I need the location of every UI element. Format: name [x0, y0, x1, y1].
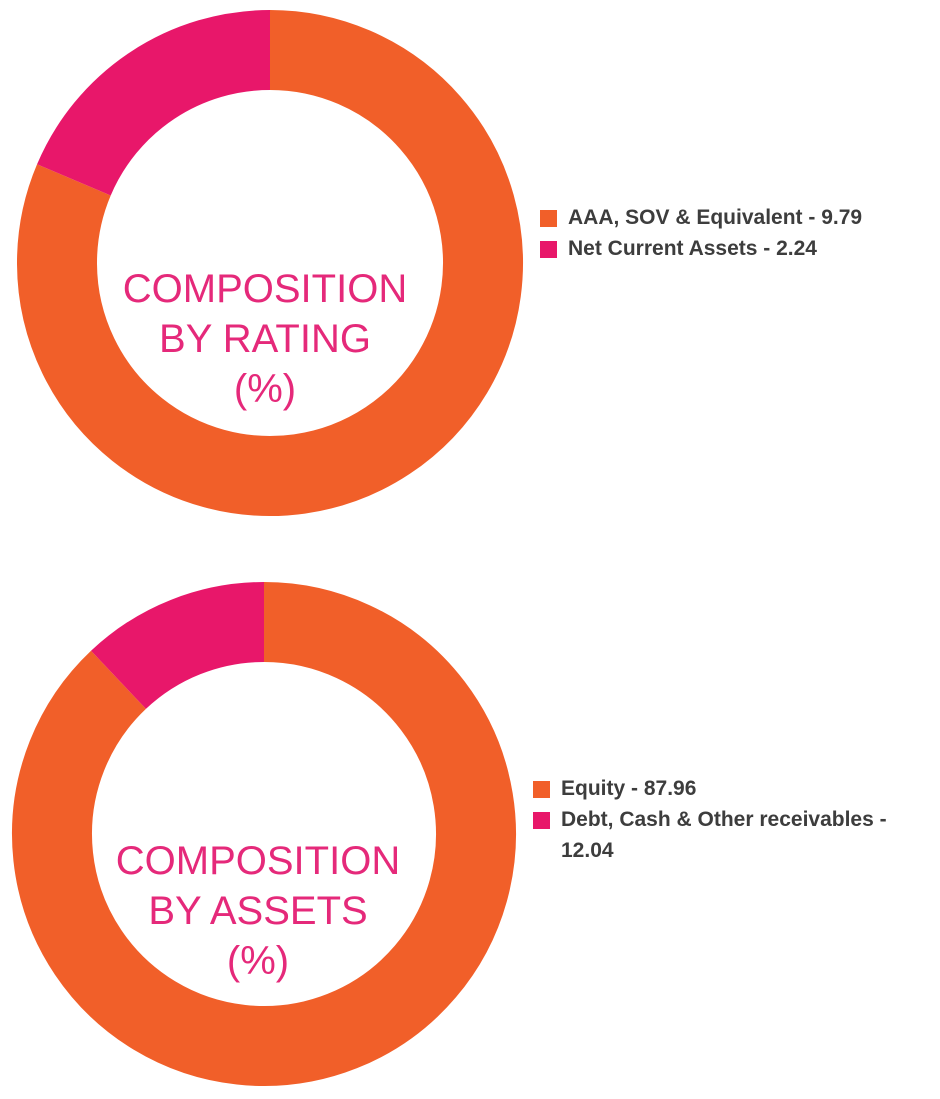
donut-slice-aaa-sov-equivalent [17, 10, 523, 516]
legend-swatch-orange [540, 210, 557, 227]
assets-title-line-2: BY ASSETS [148, 889, 368, 933]
legend-item-equity: Equity - 87.96 [533, 773, 933, 804]
assets-composition-chart: COMPOSITION BY ASSETS (%) Equity - 87.96… [0, 560, 940, 1099]
rating-title-line-1: COMPOSITION [122, 267, 408, 311]
legend-label: Net Current Assets - 2.24 [568, 237, 817, 260]
legend-item-debt-cash: Debt, Cash & Other receivables - 12.04 [533, 804, 933, 866]
legend-item-aaa-sov: AAA, SOV & Equivalent - 9.79 [540, 202, 880, 233]
assets-title-line-1: COMPOSITION [115, 839, 401, 883]
donut-slice-net-current-assets [37, 10, 271, 197]
assets-donut [12, 582, 516, 1086]
rating-composition-chart: COMPOSITION BY RATING (%) AAA, SOV & Equ… [0, 0, 940, 540]
legend-swatch-orange [533, 781, 550, 798]
legend-swatch-pink [540, 241, 557, 258]
donut-slice-equity [12, 582, 516, 1086]
rating-donut [17, 10, 523, 516]
rating-center-title: COMPOSITION BY RATING (%) [95, 264, 435, 414]
legend-label: Equity - 87.96 [561, 777, 697, 800]
rating-legend: AAA, SOV & Equivalent - 9.79 Net Current… [540, 202, 880, 264]
legend-label: Debt, Cash & Other receivables - 12.04 [561, 808, 887, 862]
donut-slice-debt-cash-other-receivables [91, 582, 265, 710]
assets-title-line-3: (%) [226, 939, 290, 983]
legend-item-net-current-assets: Net Current Assets - 2.24 [540, 233, 880, 264]
assets-center-title: COMPOSITION BY ASSETS (%) [88, 836, 428, 986]
legend-swatch-pink [533, 812, 550, 829]
rating-title-line-2: BY RATING [159, 317, 371, 361]
assets-legend: Equity - 87.96 Debt, Cash & Other receiv… [533, 773, 933, 866]
legend-label: AAA, SOV & Equivalent - 9.79 [568, 206, 863, 229]
rating-title-line-3: (%) [233, 367, 297, 411]
